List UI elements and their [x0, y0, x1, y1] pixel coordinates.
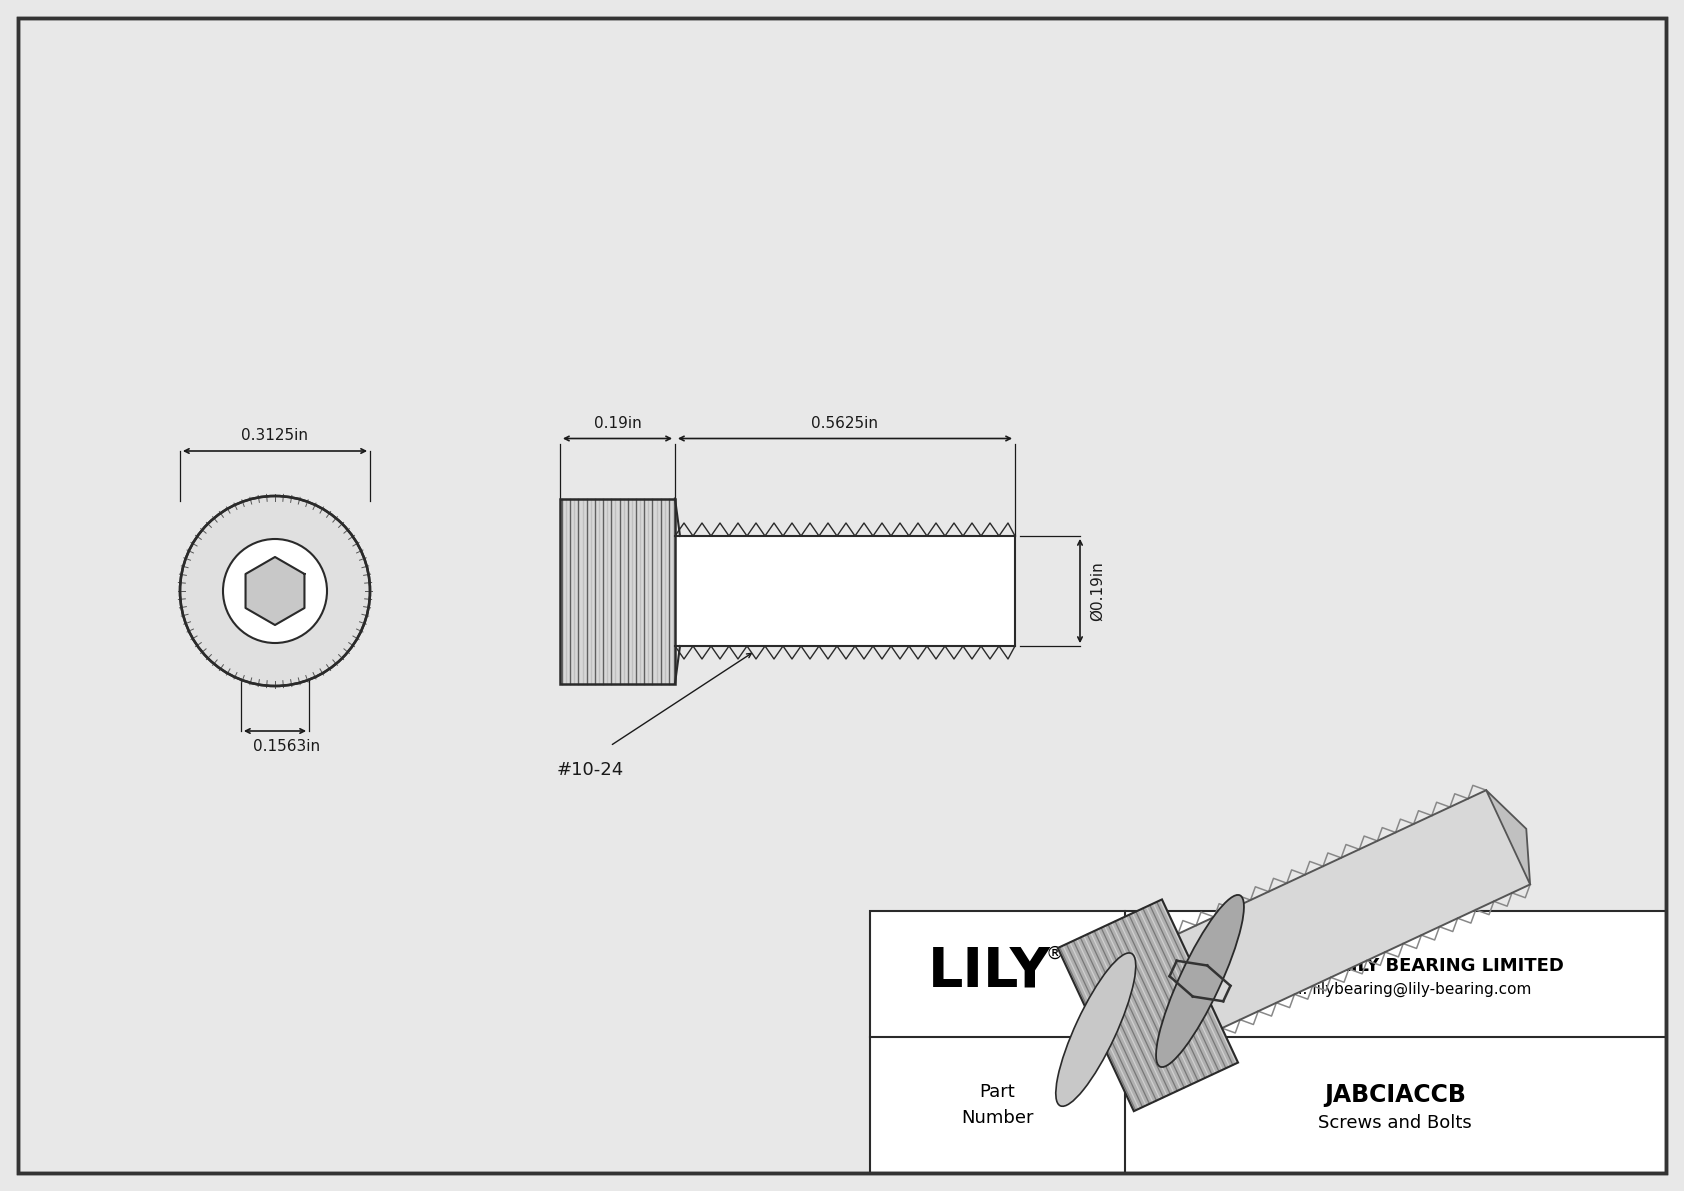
Text: SHANGHAI LILY BEARING LIMITED: SHANGHAI LILY BEARING LIMITED — [1226, 956, 1564, 975]
Bar — [561, 499, 675, 684]
Polygon shape — [1058, 899, 1238, 1111]
Circle shape — [222, 540, 327, 643]
Polygon shape — [1487, 790, 1531, 885]
Text: Part
Number: Part Number — [962, 1083, 1034, 1127]
Polygon shape — [1179, 790, 1531, 1028]
Bar — [871, 911, 1665, 1173]
Text: Email: lilybearing@lily-bearing.com: Email: lilybearing@lily-bearing.com — [1260, 983, 1531, 998]
Polygon shape — [246, 557, 305, 625]
Ellipse shape — [1155, 894, 1244, 1067]
Text: Ø0.19in: Ø0.19in — [1090, 561, 1105, 621]
Text: JABCIACCB: JABCIACCB — [1324, 1083, 1467, 1106]
Bar — [561, 499, 675, 684]
Bar — [675, 536, 1015, 646]
Text: 0.19in: 0.19in — [594, 416, 642, 430]
Text: ®: ® — [1046, 944, 1063, 962]
Text: 0.3125in: 0.3125in — [241, 428, 308, 443]
Ellipse shape — [1056, 953, 1135, 1106]
Circle shape — [180, 495, 370, 686]
Text: #10-24: #10-24 — [556, 761, 623, 779]
Text: LILY: LILY — [928, 944, 1051, 999]
Text: 0.1563in: 0.1563in — [253, 738, 320, 754]
Text: 0.5625in: 0.5625in — [812, 416, 879, 430]
Text: Screws and Bolts: Screws and Bolts — [1319, 1114, 1472, 1131]
